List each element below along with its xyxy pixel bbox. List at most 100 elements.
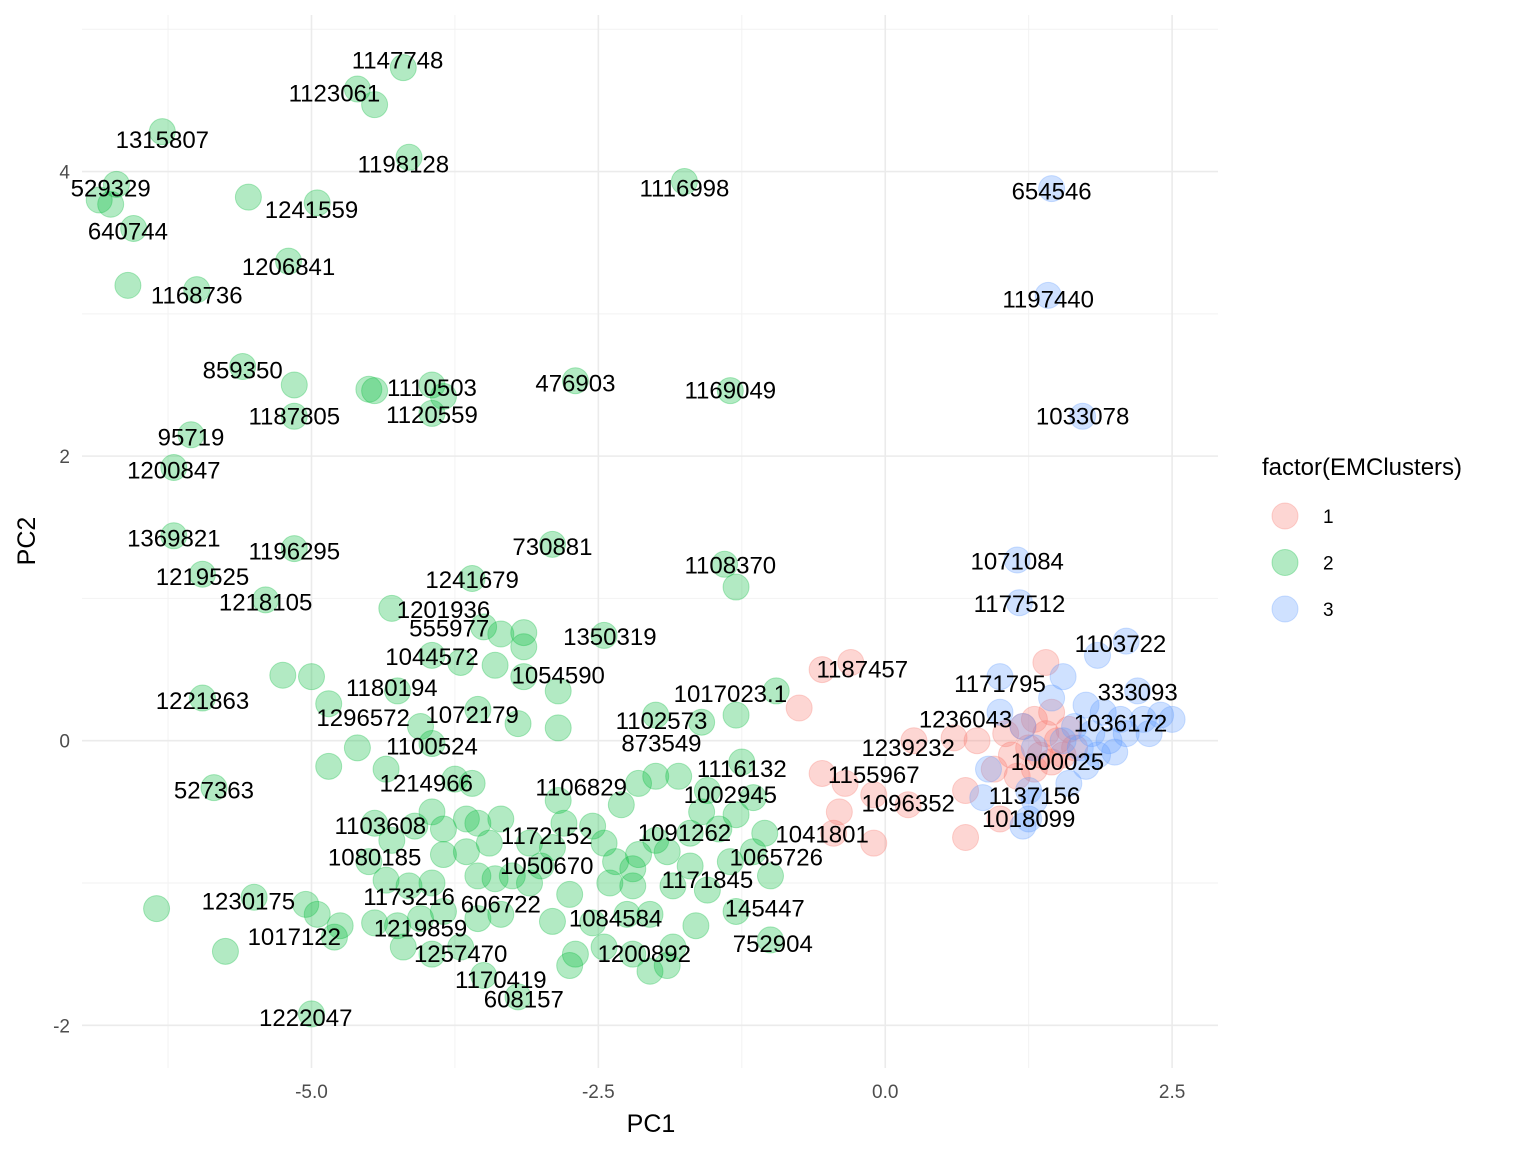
data-point [1015, 805, 1043, 833]
data-point [418, 371, 446, 399]
point-label: 640744 [88, 218, 168, 245]
data-point [458, 769, 486, 797]
data-point [475, 829, 503, 857]
data-point [1072, 752, 1100, 780]
data-point [1020, 755, 1048, 783]
legend: factor(EMClusters) 1 2 3 [1262, 454, 1462, 623]
point-label: 1103722 [1075, 631, 1167, 658]
data-point [1069, 402, 1097, 430]
data-point [395, 872, 423, 900]
data-point [619, 855, 647, 883]
data-point [280, 371, 308, 399]
legend-key-3 [1271, 595, 1299, 623]
data-point [980, 755, 1008, 783]
data-point [429, 897, 457, 925]
x-tick-label: 2.5 [1159, 1082, 1185, 1103]
data-point [1032, 648, 1060, 676]
point-label: 1200892 [598, 941, 691, 968]
data-point [728, 748, 756, 776]
data-point [1078, 720, 1106, 748]
point-label: 1091262 [638, 820, 731, 847]
point-label: 1155967 [828, 762, 920, 789]
data-point [619, 872, 647, 900]
data-point [1084, 741, 1112, 769]
data-point [693, 777, 721, 805]
point-label: 1116998 [639, 176, 729, 203]
data-point [211, 937, 239, 965]
data-point [607, 791, 635, 819]
data-point [389, 933, 417, 961]
point-label: 1116132 [697, 756, 787, 783]
data-point [395, 143, 423, 171]
data-point [952, 823, 980, 851]
data-point [510, 663, 538, 691]
data-point [590, 933, 618, 961]
data-point [292, 890, 320, 918]
data-point [619, 940, 647, 968]
x-axis-ticks: -5.0 -2.5 0.0 2.5 [295, 1082, 1185, 1103]
y-tick-label: -2 [53, 1016, 70, 1037]
data-point [544, 786, 572, 814]
data-point [160, 522, 188, 550]
point-label: 1206841 [242, 254, 335, 281]
data-point [297, 1000, 325, 1028]
data-point [1112, 627, 1140, 655]
data-point [102, 170, 130, 198]
data-point [716, 848, 744, 876]
data-point [372, 755, 400, 783]
data-point [940, 724, 968, 752]
data-point [642, 762, 670, 790]
data-point [361, 909, 389, 937]
data-point [636, 957, 664, 985]
y-axis-title: PC2 [13, 517, 41, 566]
data-point [188, 684, 216, 712]
data-point [378, 594, 406, 622]
data-point [418, 399, 446, 427]
data-point [234, 183, 262, 211]
data-point [1049, 727, 1077, 755]
data-point [579, 812, 607, 840]
point-label: 859350 [203, 358, 283, 385]
data-point [516, 829, 544, 857]
data-point [1101, 738, 1129, 766]
point-label: 1080185 [328, 844, 421, 871]
data-point [275, 247, 303, 275]
point-label: 1296572 [316, 705, 409, 732]
point-label: 1169049 [684, 378, 776, 405]
point-label: 730881 [512, 534, 592, 561]
point-label: 873549 [621, 731, 701, 758]
point-label: 1017023.1 [674, 681, 787, 708]
data-point [579, 909, 607, 937]
data-point [688, 708, 716, 736]
data-point [602, 848, 630, 876]
point-label: 654546 [1012, 178, 1092, 205]
x-tick-label: -2.5 [582, 1082, 615, 1103]
data-point [269, 661, 297, 689]
data-point [820, 819, 848, 847]
point-label: 1350319 [563, 624, 656, 651]
data-point [636, 900, 664, 928]
data-point [303, 189, 331, 217]
data-point [596, 869, 624, 897]
data-point [762, 677, 790, 705]
data-point [1061, 712, 1089, 740]
data-point [831, 769, 859, 797]
data-point [1049, 741, 1077, 769]
data-point [722, 897, 750, 925]
data-point [378, 826, 406, 854]
data-point [510, 619, 538, 647]
data-point [561, 367, 589, 395]
data-point [556, 880, 584, 908]
data-point [722, 801, 750, 829]
point-label: 1110503 [387, 375, 477, 402]
point-label: 1218105 [219, 590, 312, 617]
point-label: 1200847 [127, 457, 220, 484]
point-label: 1171845 [662, 867, 754, 894]
point-label: 529329 [71, 176, 151, 203]
data-point [464, 809, 492, 837]
data-point [143, 895, 171, 923]
point-label: 1084584 [569, 906, 662, 933]
legend-label-2: 2 [1323, 554, 1334, 575]
data-point [538, 907, 566, 935]
